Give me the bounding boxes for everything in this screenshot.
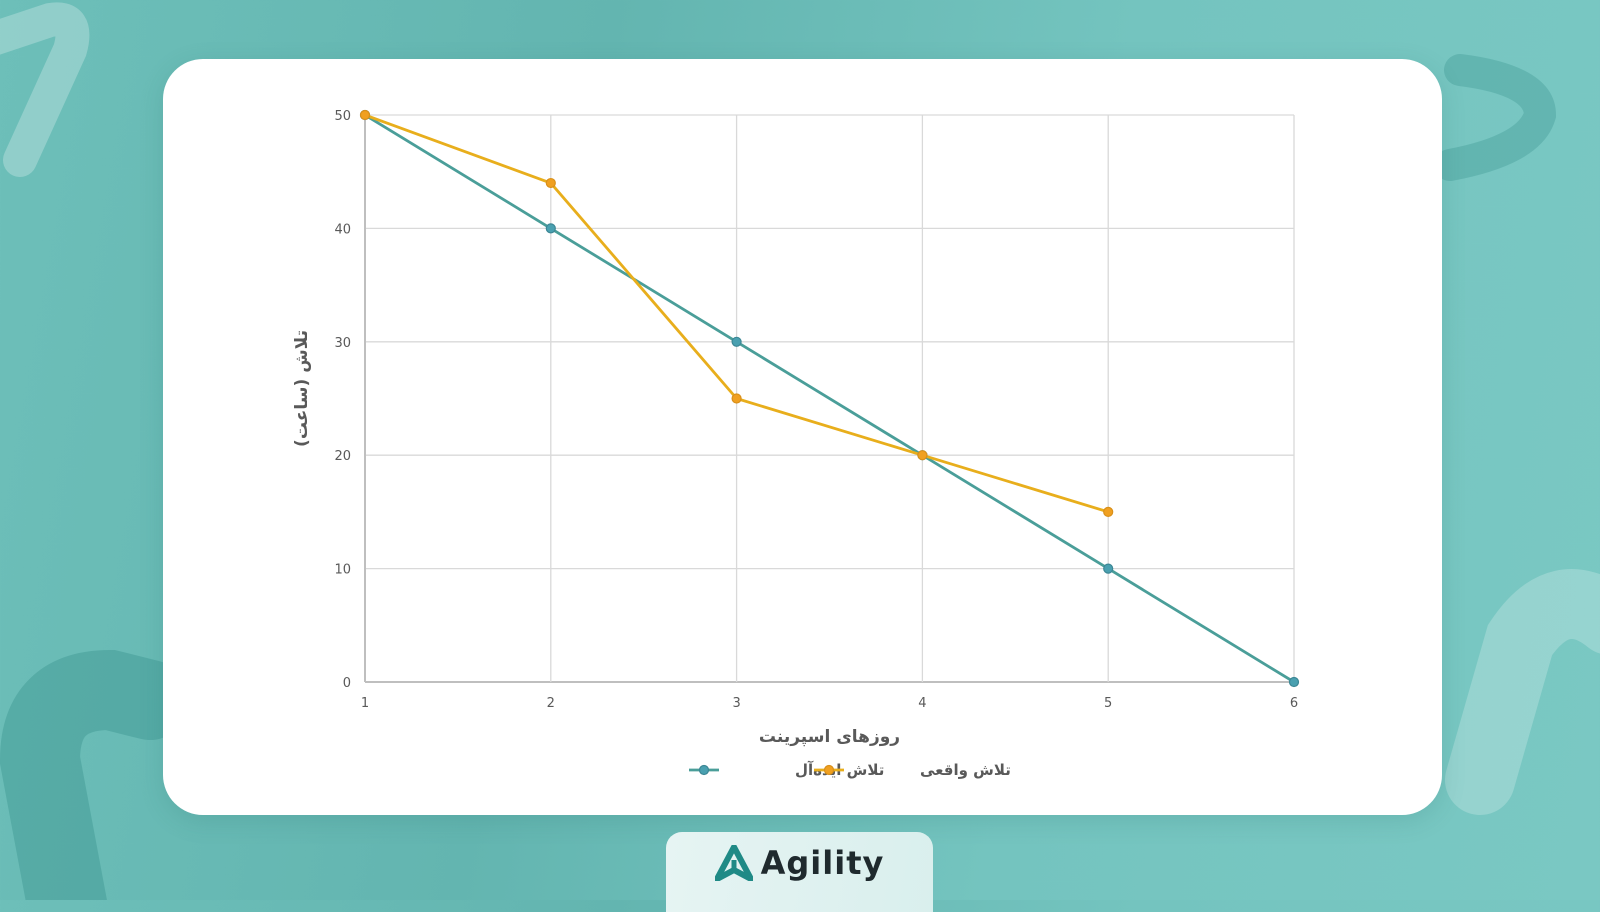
x-tick-label: 1	[361, 696, 369, 711]
brand-name: Agility	[760, 844, 885, 882]
agility-logo-icon	[714, 845, 753, 881]
legend-label: تلاش واقعی	[920, 761, 1011, 779]
data-point	[359, 109, 371, 121]
data-point	[1103, 506, 1114, 517]
x-tick-label: 2	[547, 696, 555, 711]
y-axis-title: تلاش (ساعت)	[292, 330, 312, 447]
data-point	[545, 177, 556, 189]
data-point	[1103, 563, 1114, 574]
brand-badge: Agility	[666, 832, 933, 912]
y-tick-label: 0	[343, 676, 351, 691]
x-axis-title: روزهای اسپرینت	[759, 727, 900, 747]
y-tick-label: 10	[334, 563, 351, 578]
y-tick-label: 20	[334, 449, 351, 464]
series-line-ideal	[364, 113, 1295, 684]
burndown-chart: 0 10 20 30 40 50 1 2 3 4 5 6 روزهای اسپرینت تلاش (ساع…	[292, 109, 1300, 779]
chart-card: 0 10 20 30 40 50 1 2 3 4 5 6 روزهای اسپرینت تلاش (ساع…	[163, 59, 1442, 815]
x-tick-label: 4	[918, 696, 926, 711]
x-tick-label: 6	[1290, 696, 1298, 711]
y-tick-label: 50	[334, 109, 351, 124]
y-tick-label: 40	[334, 222, 351, 237]
data-point	[1288, 676, 1300, 688]
data-point	[731, 393, 742, 404]
legend-swatch-marker	[698, 764, 710, 776]
legend-swatch-marker	[823, 764, 835, 776]
data-point	[545, 223, 556, 234]
data-point	[917, 450, 928, 461]
data-point	[731, 336, 742, 347]
x-tick-label: 3	[732, 696, 740, 711]
y-tick-label: 30	[334, 336, 351, 351]
x-tick-label: 5	[1104, 696, 1112, 711]
